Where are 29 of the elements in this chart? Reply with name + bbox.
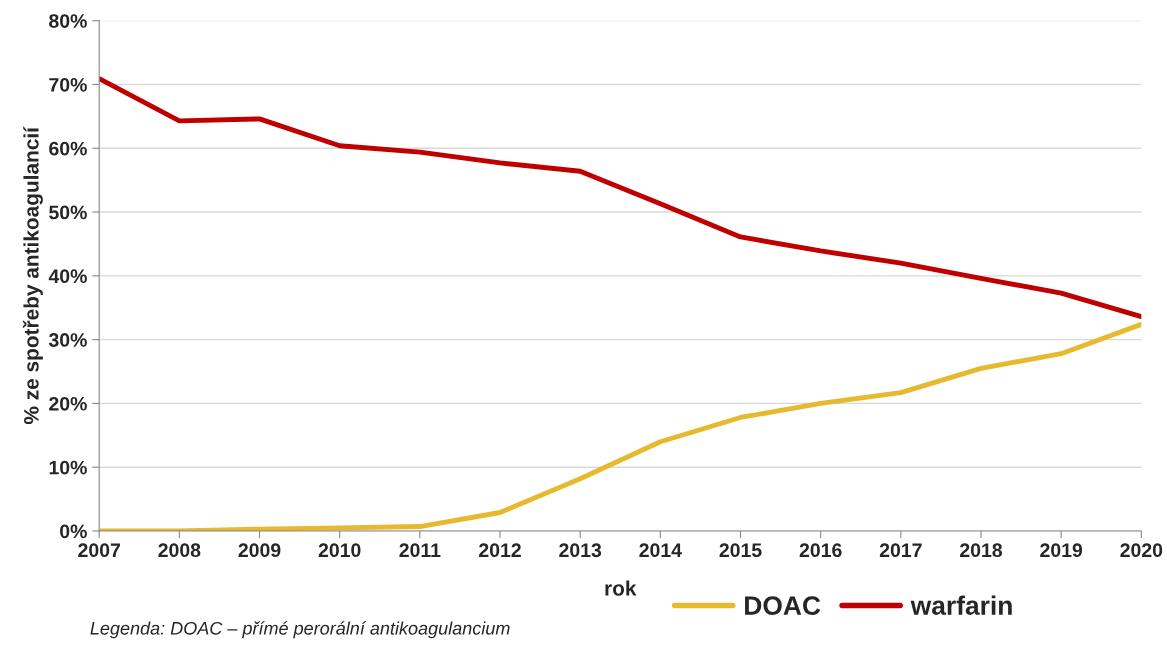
y-tick-label: 80% xyxy=(49,14,87,28)
x-tick-label: 2018 xyxy=(960,543,1003,558)
y-tick-label: 40% xyxy=(48,269,87,284)
y-tick-label: 10% xyxy=(49,460,87,475)
legend-label: warfarin xyxy=(910,595,1012,615)
y-tick-label: 30% xyxy=(48,333,87,347)
x-tick-label: 2016 xyxy=(799,543,842,558)
x-tick-label: 2012 xyxy=(479,543,521,558)
line-series xyxy=(99,76,1142,320)
x-tick-label: 2011 xyxy=(399,543,441,558)
y-tick-label: 70% xyxy=(49,77,87,92)
x-tick-label: 2017 xyxy=(879,543,922,558)
legend-label: DOAC xyxy=(745,596,821,615)
x-tick-label: 2014 xyxy=(639,543,682,558)
y-tick-label: 50% xyxy=(49,205,87,220)
x-tick-label: 2015 xyxy=(719,543,762,558)
y-axis-title: % ze spotřeby antikoagulancií xyxy=(22,126,43,425)
x-tick-label: 2020 xyxy=(1120,543,1163,558)
x-tick-label: 2013 xyxy=(559,543,602,558)
x-tick-label: 2009 xyxy=(238,543,281,558)
x-tick-label: 2019 xyxy=(1040,543,1083,558)
x-tick-label: 2010 xyxy=(318,543,361,558)
x-axis-title: rok xyxy=(605,580,637,596)
y-tick-label: 20% xyxy=(49,396,87,411)
text: Legenda: DOAC – přímé perorální antikoagulancium xyxy=(90,621,510,639)
x-tick-label: 2008 xyxy=(158,543,201,558)
y-tick-label: 60% xyxy=(49,141,87,156)
y-tick-label: 0% xyxy=(60,524,87,539)
x-tick-label: 2007 xyxy=(78,543,120,558)
